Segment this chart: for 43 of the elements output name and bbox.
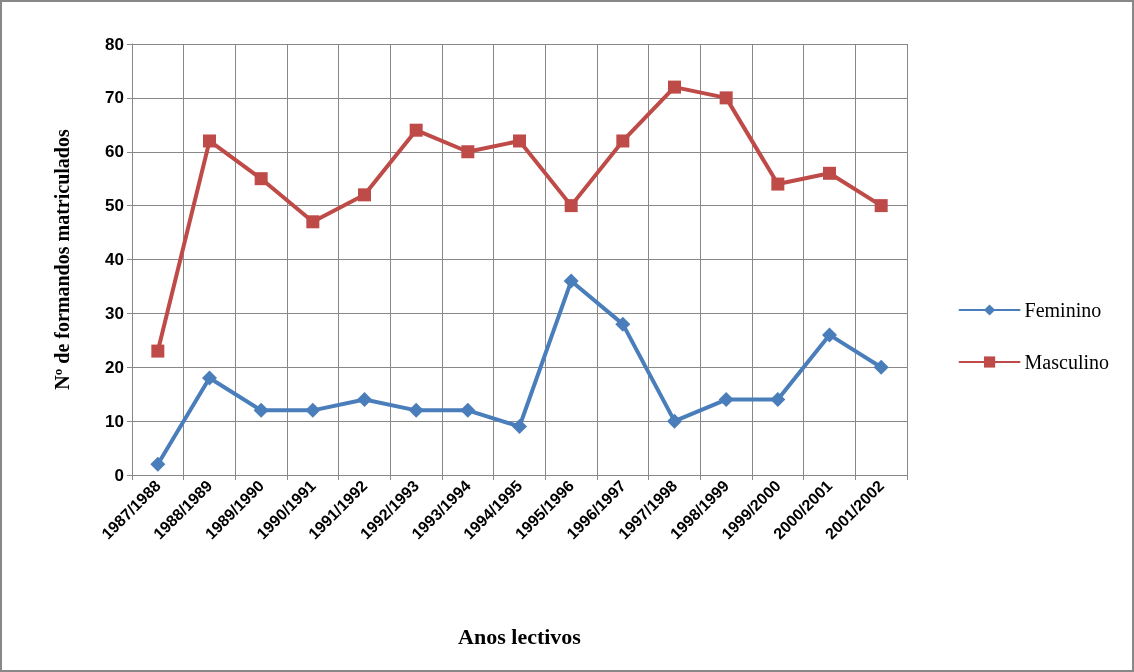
point xyxy=(203,134,216,148)
point xyxy=(564,199,578,213)
point xyxy=(357,392,372,408)
y-tick-label: 40 xyxy=(105,250,124,269)
point xyxy=(563,273,579,289)
point xyxy=(306,215,320,229)
y-axis-title: Nº de formandos matriculados xyxy=(51,129,73,390)
y-tick-label: 30 xyxy=(105,303,124,323)
point xyxy=(460,402,476,418)
point xyxy=(615,316,631,332)
y-tick-label: 10 xyxy=(105,411,124,431)
y-tick-label: 60 xyxy=(105,142,124,162)
point xyxy=(461,145,475,159)
point xyxy=(150,456,166,472)
point xyxy=(513,134,526,148)
point xyxy=(512,419,527,435)
point xyxy=(151,344,165,358)
point xyxy=(305,402,321,418)
point xyxy=(873,359,889,375)
point xyxy=(874,199,888,213)
y-tick-label: 50 xyxy=(105,196,124,216)
point xyxy=(409,123,423,137)
point xyxy=(771,177,785,191)
y-tick-label: 20 xyxy=(105,357,124,377)
point xyxy=(770,392,786,408)
y-tick-label: 70 xyxy=(105,88,124,108)
point xyxy=(254,172,268,186)
point xyxy=(822,327,837,343)
x-axis-title: Anos lectivos xyxy=(458,623,582,649)
point xyxy=(719,91,733,105)
point xyxy=(358,188,371,202)
legend-label: Feminino xyxy=(1024,299,1102,321)
legend-label: Masculino xyxy=(1024,351,1109,373)
point xyxy=(408,402,424,418)
y-tick-label: 80 xyxy=(105,34,124,54)
point xyxy=(616,134,630,148)
point xyxy=(823,166,836,180)
point xyxy=(718,392,734,408)
point xyxy=(668,80,681,94)
point xyxy=(202,370,217,386)
y-tick-label: 0 xyxy=(114,465,124,485)
point xyxy=(253,402,269,418)
point xyxy=(667,413,682,429)
